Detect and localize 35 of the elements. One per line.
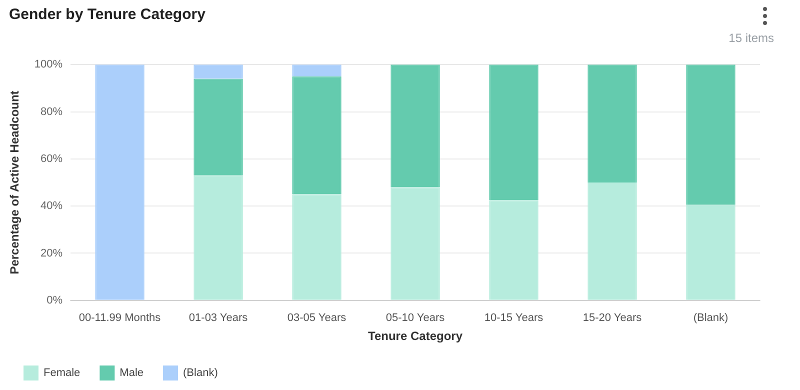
x-tick-label: 01-03 Years <box>188 312 248 324</box>
bar <box>489 64 538 200</box>
chart-title: Gender by Tenure Category <box>9 6 206 23</box>
legend-label: Female <box>44 367 80 380</box>
x-tick-label: 05-10 Years <box>386 312 446 324</box>
bar <box>686 204 736 300</box>
bar <box>95 64 144 300</box>
x-tick-label: 10-15 Years <box>484 312 544 324</box>
bar <box>588 64 637 182</box>
bar <box>686 64 736 205</box>
legend-label: (Blank) <box>183 367 218 380</box>
y-tick-label: 80% <box>40 106 63 118</box>
bar <box>194 78 243 176</box>
text: 15 items <box>728 31 774 45</box>
y-tick-label: 0% <box>46 294 63 306</box>
bar <box>194 175 243 300</box>
x-tick-label: 00-11.99 Months <box>78 312 162 324</box>
y-tick-label: 40% <box>40 200 63 212</box>
legend-label: Male <box>120 367 144 380</box>
x-tick-label: 03-05 Years <box>287 312 347 324</box>
y-tick-label: 100% <box>34 58 63 71</box>
y-axis-title: Percentage of Active Headcount <box>8 90 22 274</box>
bar <box>588 182 637 300</box>
bar <box>390 64 440 188</box>
bar <box>489 200 538 300</box>
x-tick-label: 15-20 Years <box>582 312 642 324</box>
x-axis-title: Tenure Category <box>368 329 463 344</box>
bar <box>292 64 342 76</box>
bar <box>292 194 342 300</box>
y-tick-label: 20% <box>40 247 63 260</box>
bar <box>194 64 243 79</box>
bar <box>292 76 342 194</box>
bar <box>390 187 440 300</box>
x-tick-label: (Blank) <box>693 312 728 324</box>
y-tick-label: 60% <box>40 152 63 165</box>
